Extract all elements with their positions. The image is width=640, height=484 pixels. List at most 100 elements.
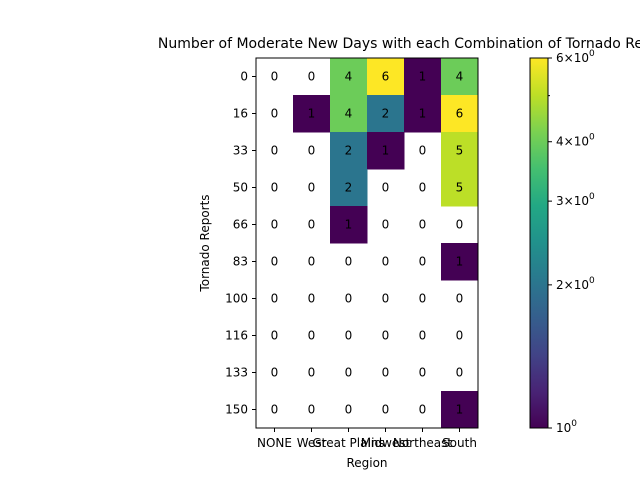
- x-tick-label: South: [442, 436, 477, 450]
- heatmap-cell: [330, 169, 368, 207]
- cell-value-label: 0: [308, 218, 316, 232]
- heatmap-cell: [330, 95, 368, 133]
- x-tick-label: Great Plains: [312, 436, 384, 450]
- y-tick-label: 33: [233, 144, 248, 158]
- cell-value-label: 0: [382, 292, 390, 306]
- x-tick-label: West: [297, 436, 327, 450]
- heatmap-cell: [404, 95, 442, 133]
- cell-value-label: 0: [308, 181, 316, 195]
- cell-value-label: 0: [308, 255, 316, 269]
- colorbar: [529, 57, 549, 429]
- y-axis-ticks: 0 16 33 50 66 83 100 116 133 150: [225, 70, 256, 417]
- heatmap-cell: [330, 206, 368, 244]
- x-axis-label: Region: [346, 456, 387, 470]
- cell-value-label: 0: [419, 292, 427, 306]
- cell-value-label: 4: [345, 70, 353, 84]
- cell-value-label: 0: [271, 218, 279, 232]
- plot-frame: [255, 57, 479, 429]
- cell-value-label: 1: [382, 144, 390, 158]
- cell-value-label: 1: [419, 70, 427, 84]
- cell-value-label: 0: [345, 366, 353, 380]
- cell-value-label: 5: [456, 181, 464, 195]
- y-tick-label: 16: [233, 107, 248, 121]
- cell-value-label: 0: [419, 144, 427, 158]
- cell-value-label: 0: [382, 218, 390, 232]
- cell-value-label: 0: [382, 329, 390, 343]
- heatmap-cell: [441, 95, 479, 133]
- heatmap-cell: [441, 243, 479, 281]
- heatmap-cell: [441, 58, 479, 96]
- cell-value-label: 0: [271, 403, 279, 417]
- chart-title: Number of Moderate New Days with each Co…: [158, 36, 640, 52]
- cell-value-label: 1: [456, 255, 464, 269]
- y-tick-label: 0: [240, 70, 248, 84]
- cell-value-label: 0: [456, 329, 464, 343]
- cell-value-label: 6: [456, 107, 464, 121]
- y-tick-label: 66: [233, 218, 248, 232]
- cell-value-label: 0: [271, 292, 279, 306]
- x-tick-label: Midwest: [361, 436, 411, 450]
- cell-value-label: 0: [382, 403, 390, 417]
- cell-value-label: 0: [456, 218, 464, 232]
- cell-value-label: 0: [382, 255, 390, 269]
- cell-value-label: 0: [456, 292, 464, 306]
- cell-value-label: 1: [345, 218, 353, 232]
- cell-value-label: 0: [456, 366, 464, 380]
- heatmap-cell: [367, 58, 405, 96]
- cell-value-label: 4: [345, 107, 353, 121]
- cell-value-label: 0: [419, 218, 427, 232]
- cell-value-label: 0: [345, 329, 353, 343]
- heatmap-cells: [293, 58, 479, 429]
- cell-value-label: 0: [271, 70, 279, 84]
- y-axis-label: Tornado Reports: [198, 194, 212, 292]
- heatmap-cell: [404, 58, 442, 96]
- cell-value-label: 0: [308, 366, 316, 380]
- cell-value-label: 0: [345, 403, 353, 417]
- cell-value-label: 0: [271, 255, 279, 269]
- heatmap-cell: [330, 132, 368, 170]
- cell-value-label: 0: [271, 144, 279, 158]
- cell-value-label: 0: [419, 181, 427, 195]
- cell-value-label: 1: [308, 107, 316, 121]
- heatmap-cell: [293, 95, 331, 133]
- cell-value-label: 0: [419, 403, 427, 417]
- colorbar-tick-label: 3×100: [556, 192, 595, 208]
- cell-value-label: 2: [382, 107, 390, 121]
- cell-value-label: 4: [456, 70, 464, 84]
- cell-value-label: 0: [419, 329, 427, 343]
- heatmap-cell: [441, 391, 479, 429]
- cell-value-label: 0: [271, 181, 279, 195]
- cell-value-label: 0: [271, 329, 279, 343]
- heatmap-cell: [367, 95, 405, 133]
- cell-value-label: 0: [419, 255, 427, 269]
- cell-value-label: 0: [308, 329, 316, 343]
- cell-value-label: 0: [345, 255, 353, 269]
- y-tick-label: 50: [233, 181, 248, 195]
- colorbar-tick-label: 2×100: [556, 276, 595, 292]
- cell-value-label: 0: [308, 403, 316, 417]
- colorbar-ticks: 100 2×100 3×100 4×100 6×100: [548, 49, 595, 435]
- cell-value-labels: 0 0 4 6 1 40 1 4 2 1 60 0 2 1 0 50 0 2 0 0 50 0 1 0 0 00 0 0 0 0 10 0 0 0…: [271, 70, 464, 417]
- heatmap-cell: [441, 132, 479, 170]
- y-tick-label: 116: [225, 329, 248, 343]
- cell-value-label: 5: [456, 144, 464, 158]
- x-tick-label: NONE: [257, 436, 292, 450]
- colorbar-tick-label: 6×100: [556, 49, 595, 65]
- cell-value-label: 2: [345, 144, 353, 158]
- cell-value-label: 0: [419, 366, 427, 380]
- cell-value-label: 2: [345, 181, 353, 195]
- cell-value-label: 0: [308, 292, 316, 306]
- heatmap-cell: [441, 169, 479, 207]
- colorbar-tick-label: 4×100: [556, 133, 595, 149]
- cell-value-label: 1: [419, 107, 427, 121]
- y-tick-label: 150: [225, 403, 248, 417]
- cell-value-label: 0: [271, 366, 279, 380]
- cell-value-label: 0: [382, 366, 390, 380]
- cell-value-label: 0: [308, 70, 316, 84]
- cell-value-label: 0: [308, 144, 316, 158]
- cell-value-label: 6: [382, 70, 390, 84]
- colorbar-tick-label: 100: [556, 419, 577, 435]
- cell-value-label: 0: [271, 107, 279, 121]
